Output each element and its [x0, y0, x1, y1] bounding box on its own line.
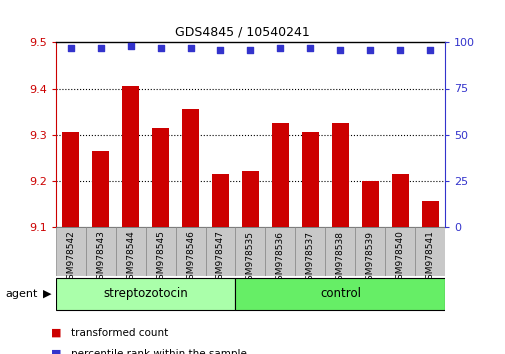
Text: ■: ■ — [50, 328, 61, 338]
Bar — [92, 151, 109, 227]
Point — [366, 47, 374, 53]
Text: GSM978542: GSM978542 — [66, 230, 75, 285]
Bar — [391, 174, 408, 227]
Text: GSM978547: GSM978547 — [216, 230, 225, 285]
Bar — [362, 181, 378, 227]
Bar — [152, 128, 169, 227]
Point — [306, 45, 314, 51]
Bar — [265, 227, 295, 276]
Point — [156, 45, 164, 51]
Text: agent: agent — [5, 289, 37, 299]
Text: ▶: ▶ — [43, 289, 52, 299]
Bar — [272, 123, 288, 227]
Text: GSM978538: GSM978538 — [335, 230, 344, 286]
Bar — [122, 86, 138, 227]
Bar — [355, 227, 385, 276]
Bar — [301, 132, 318, 227]
Point — [395, 47, 403, 53]
Bar — [242, 171, 258, 227]
Bar — [115, 227, 145, 276]
Point — [425, 47, 433, 53]
Bar — [415, 227, 444, 276]
Text: GDS4845 / 10540241: GDS4845 / 10540241 — [174, 26, 309, 39]
Text: GSM978535: GSM978535 — [245, 230, 255, 286]
Bar — [182, 109, 198, 227]
Bar — [56, 227, 85, 276]
Bar — [235, 278, 444, 310]
Text: GSM978537: GSM978537 — [306, 230, 314, 286]
Point — [186, 45, 194, 51]
Bar — [62, 132, 79, 227]
Bar — [331, 123, 348, 227]
Point — [126, 43, 134, 49]
Bar — [421, 201, 438, 227]
Bar — [56, 278, 235, 310]
Text: control: control — [319, 287, 360, 300]
Text: GSM978541: GSM978541 — [425, 230, 434, 285]
Text: GSM978544: GSM978544 — [126, 230, 135, 285]
Point — [336, 47, 344, 53]
Text: GSM978540: GSM978540 — [395, 230, 404, 285]
Text: GSM978546: GSM978546 — [186, 230, 194, 285]
Bar — [325, 227, 355, 276]
Point — [96, 45, 105, 51]
Text: transformed count: transformed count — [71, 328, 168, 338]
Text: GSM978545: GSM978545 — [156, 230, 165, 285]
Bar — [145, 227, 175, 276]
Bar — [205, 227, 235, 276]
Bar — [385, 227, 415, 276]
Point — [246, 47, 254, 53]
Point — [276, 45, 284, 51]
Text: streptozotocin: streptozotocin — [103, 287, 187, 300]
Text: ■: ■ — [50, 349, 61, 354]
Point — [216, 47, 224, 53]
Bar — [212, 174, 228, 227]
Bar — [295, 227, 325, 276]
Text: percentile rank within the sample: percentile rank within the sample — [71, 349, 246, 354]
Bar — [175, 227, 205, 276]
Text: GSM978543: GSM978543 — [96, 230, 105, 285]
Bar — [85, 227, 115, 276]
Text: GSM978539: GSM978539 — [365, 230, 374, 286]
Bar — [235, 227, 265, 276]
Text: GSM978536: GSM978536 — [275, 230, 284, 286]
Point — [67, 45, 75, 51]
